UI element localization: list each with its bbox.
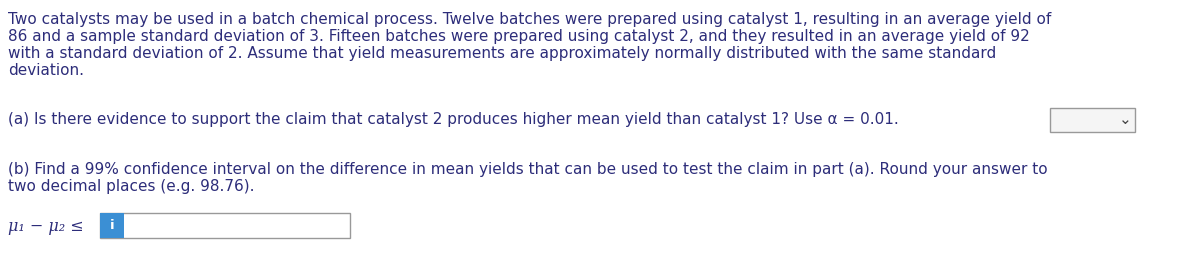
Text: deviation.: deviation.: [8, 63, 84, 78]
Text: ⌄: ⌄: [1118, 112, 1132, 128]
Text: 86 and a sample standard deviation of 3. Fifteen batches were prepared using cat: 86 and a sample standard deviation of 3.…: [8, 29, 1030, 44]
Text: i: i: [109, 219, 114, 232]
FancyBboxPatch shape: [100, 213, 350, 238]
FancyBboxPatch shape: [100, 213, 124, 238]
Text: with a standard deviation of 2. Assume that yield measurements are approximately: with a standard deviation of 2. Assume t…: [8, 46, 996, 61]
Text: μ₁ − μ₂ ≤: μ₁ − μ₂ ≤: [8, 218, 84, 235]
FancyBboxPatch shape: [1050, 108, 1135, 132]
Text: Two catalysts may be used in a batch chemical process. Twelve batches were prepa: Two catalysts may be used in a batch che…: [8, 12, 1051, 27]
Text: (b) Find a 99% confidence interval on the difference in mean yields that can be : (b) Find a 99% confidence interval on th…: [8, 162, 1048, 177]
Text: two decimal places (e.g. 98.76).: two decimal places (e.g. 98.76).: [8, 179, 254, 194]
Text: (a) Is there evidence to support the claim that catalyst 2 produces higher mean : (a) Is there evidence to support the cla…: [8, 112, 899, 127]
